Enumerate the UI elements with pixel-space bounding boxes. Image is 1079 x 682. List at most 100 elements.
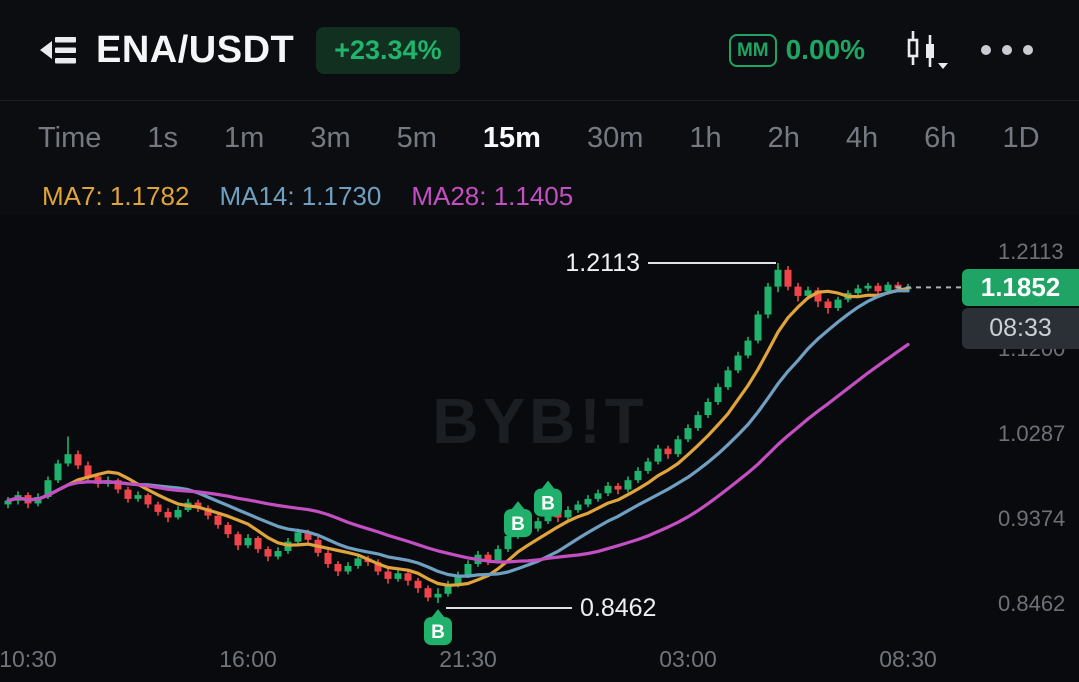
candle-body [624, 480, 632, 490]
candle-body [374, 562, 382, 572]
candle-body [794, 286, 802, 296]
ma14-indicator[interactable]: MA14: 1.1730 [219, 180, 382, 211]
ma7-line [6, 286, 910, 587]
candle-body [54, 463, 62, 481]
chart-style-icon[interactable] [901, 27, 949, 73]
low-price-label: 0.8462 [580, 594, 656, 622]
candle-body [94, 476, 102, 484]
candle-body [654, 448, 662, 462]
tab-4h[interactable]: 4h [845, 121, 879, 154]
buy-marker-label: B [541, 494, 555, 515]
tab-time[interactable]: Time [38, 121, 102, 154]
candle-body [714, 387, 722, 402]
buy-marker-pointer [511, 501, 525, 511]
candle-body [254, 538, 262, 550]
candle-body [864, 285, 872, 289]
candle-body [344, 565, 352, 572]
candle-body [834, 299, 842, 308]
tab-5m[interactable]: 5m [396, 121, 437, 154]
candle-body [754, 314, 762, 341]
ma7-indicator[interactable]: MA7: 1.1782 [42, 180, 190, 211]
candle-body [884, 284, 892, 292]
indicator-row: MA7: 1.1782 MA14: 1.1730 MA28: 1.1405 [42, 180, 573, 212]
candle-body [224, 524, 232, 535]
candle-body [604, 485, 612, 494]
candle-body [144, 495, 152, 505]
candle-body [354, 558, 362, 566]
x-axis-label: 10:30 [0, 646, 57, 672]
candle-body [194, 502, 202, 509]
bybit-watermark: BYB!T [432, 385, 648, 457]
candle-body [504, 536, 512, 550]
candle-body [174, 510, 182, 518]
candle-body [234, 534, 242, 546]
candle-body [744, 340, 752, 356]
tab-1m[interactable]: 1m [224, 121, 265, 154]
ma28-line [6, 342, 910, 564]
candle-body [154, 504, 162, 512]
top-bar: ENA/USDT +23.34% MM 0.00% [0, 0, 1079, 101]
candle-body [204, 508, 212, 516]
candle-body [764, 286, 772, 315]
candle-body [244, 538, 252, 546]
buy-marker[interactable] [534, 488, 562, 517]
tab-1h[interactable]: 1h [689, 121, 722, 154]
y-axis-label: 1.0287 [998, 421, 1065, 446]
buy-marker[interactable] [424, 617, 452, 646]
buy-marker-label: B [431, 622, 445, 643]
margin-mode-badge[interactable]: MM [728, 33, 777, 67]
ma28-indicator[interactable]: MA28: 1.1405 [411, 180, 574, 211]
candle-body [304, 532, 312, 540]
tab-6h[interactable]: 6h [924, 121, 957, 154]
candle-body [124, 489, 132, 499]
candle-body [814, 290, 822, 302]
candle-body [824, 301, 832, 308]
buy-marker[interactable] [504, 509, 532, 538]
candle-body [114, 480, 122, 490]
candle-body [134, 495, 142, 499]
candle-body [384, 571, 392, 579]
buy-marker-pointer [541, 480, 555, 490]
candle-body [694, 415, 702, 429]
market-list-icon[interactable] [36, 28, 80, 72]
x-axis-label: 21:30 [439, 646, 497, 672]
candle-body [324, 552, 332, 565]
tab-30m[interactable]: 30m [586, 121, 644, 154]
x-axis-label: 16:00 [219, 646, 277, 672]
tab-1s[interactable]: 1s [147, 121, 179, 154]
countdown-badge: 08:33 [962, 308, 1079, 349]
candle-body [394, 573, 402, 579]
y-axis-label: 1.2113 [998, 239, 1064, 264]
tab-1d[interactable]: 1D [1002, 121, 1040, 154]
candle-body [334, 564, 342, 572]
last-price-badge[interactable]: 1.1852 [962, 269, 1079, 306]
candle-body [664, 448, 672, 455]
candle-body [214, 515, 222, 525]
more-menu-icon[interactable] [981, 45, 1033, 55]
candle-body [444, 584, 452, 594]
candle-body [64, 454, 72, 464]
tab-3m[interactable]: 3m [310, 121, 351, 154]
candle-body [454, 575, 462, 585]
candle-body [774, 269, 782, 287]
x-axis-label: 08:30 [879, 646, 937, 672]
candle-body [84, 465, 92, 477]
candle-body [264, 549, 272, 557]
candle-body [434, 593, 442, 598]
tab-15m[interactable]: 15m [482, 121, 541, 154]
symbol-title[interactable]: ENA/USDT [96, 28, 295, 71]
candle-body [674, 439, 682, 455]
buy-marker-label: B [511, 514, 525, 535]
candle-body [784, 269, 792, 287]
candle-body [614, 485, 622, 490]
candle-body [404, 573, 412, 581]
candle-body [584, 498, 592, 505]
candle-body [274, 551, 282, 557]
candle-body [634, 470, 642, 481]
candle-body [644, 461, 652, 471]
tab-2h[interactable]: 2h [767, 121, 800, 154]
price-chart[interactable]: BYB!T1.21130.8462BBB1.21131.12001.02870.… [0, 215, 1079, 682]
mm-value: 0.00% [785, 34, 865, 65]
candle-body [704, 402, 712, 415]
candle-body [724, 370, 732, 388]
